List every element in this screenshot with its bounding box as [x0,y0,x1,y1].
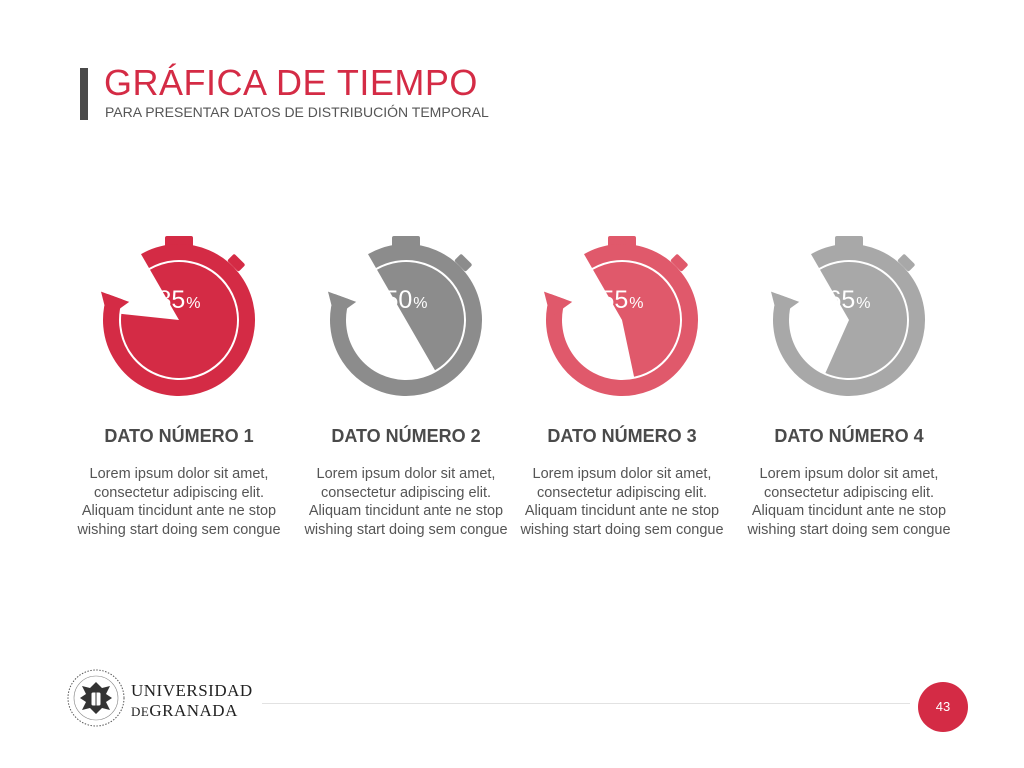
stopwatch-gauge-4 [771,236,925,396]
item-description-1: Lorem ipsum dolor sit amet, consectetur … [77,466,281,538]
data-item-4: 65% DATO NÚMERO 4 Lorem ipsum dolor sit … [739,232,959,572]
item-title-1: DATO NÚMERO 1 [104,426,254,446]
university-wordmark: UNIVERSIDAD DEGRANADA [131,681,253,722]
stopwatch-ring [773,244,925,396]
stopwatch-side-button [897,254,915,272]
wordmark-main: GRANADA [149,701,238,720]
slide-subtitle: PARA PRESENTAR DATOS DE DISTRIBUCIÓN TEM… [105,104,489,120]
arrow-head-icon [771,291,800,318]
percent-value: 50 [384,286,413,314]
stopwatch-gauge-2 [328,236,482,396]
percent-symbol: % [629,295,644,312]
percent-label-1: 85% [69,286,289,315]
stopwatch-gauge-3 [544,236,698,396]
percent-label-3: 55% [512,286,732,315]
arrow-head-icon [101,291,130,318]
data-item-1: 85% DATO NÚMERO 1 Lorem ipsum dolor sit … [69,232,289,572]
arrow-head-icon [544,291,573,318]
stopwatch-side-button [454,254,472,272]
item-description-3: Lorem ipsum dolor sit amet, consectetur … [520,466,724,538]
university-seal-icon [67,669,125,727]
page-number-badge: 43 [918,682,968,732]
stopwatch-side-button [670,254,688,272]
percent-label-2: 50% [296,286,516,315]
item-title-3: DATO NÚMERO 3 [547,426,697,446]
wordmark-prefix: DE [131,704,150,719]
percent-label-4: 65% [739,286,959,315]
percent-symbol: % [413,295,428,312]
item-description-4: Lorem ipsum dolor sit amet, consectetur … [747,466,951,538]
percent-value: 65 [827,286,856,314]
percent-value: 85 [157,286,186,314]
progress-wedge [593,262,680,377]
item-title-4: DATO NÚMERO 4 [774,426,924,446]
title-accent-bar [80,68,88,120]
stopwatch-ring [103,244,255,396]
footer-divider [262,703,910,704]
percent-value: 55 [600,286,629,314]
stopwatch-ring [330,244,482,396]
progress-wedge [377,262,464,371]
wordmark-line-2: DEGRANADA [131,701,253,722]
data-item-3: 55% DATO NÚMERO 3 Lorem ipsum dolor sit … [512,232,732,572]
progress-wedge [820,262,907,378]
stopwatch-ring [546,244,698,396]
slide-title: GRÁFICA DE TIEMPO [104,62,478,103]
stopwatch-side-button [227,254,245,272]
item-description-2: Lorem ipsum dolor sit amet, consectetur … [304,466,508,538]
progress-wedge [121,262,238,378]
item-title-2: DATO NÚMERO 2 [331,426,481,446]
wordmark-line-1: UNIVERSIDAD [131,681,253,700]
percent-symbol: % [856,295,871,312]
stopwatch-gauge-1 [101,236,255,396]
percent-symbol: % [186,295,201,312]
arrow-head-icon [328,291,357,318]
data-item-2: 50% DATO NÚMERO 2 Lorem ipsum dolor sit … [296,232,516,572]
